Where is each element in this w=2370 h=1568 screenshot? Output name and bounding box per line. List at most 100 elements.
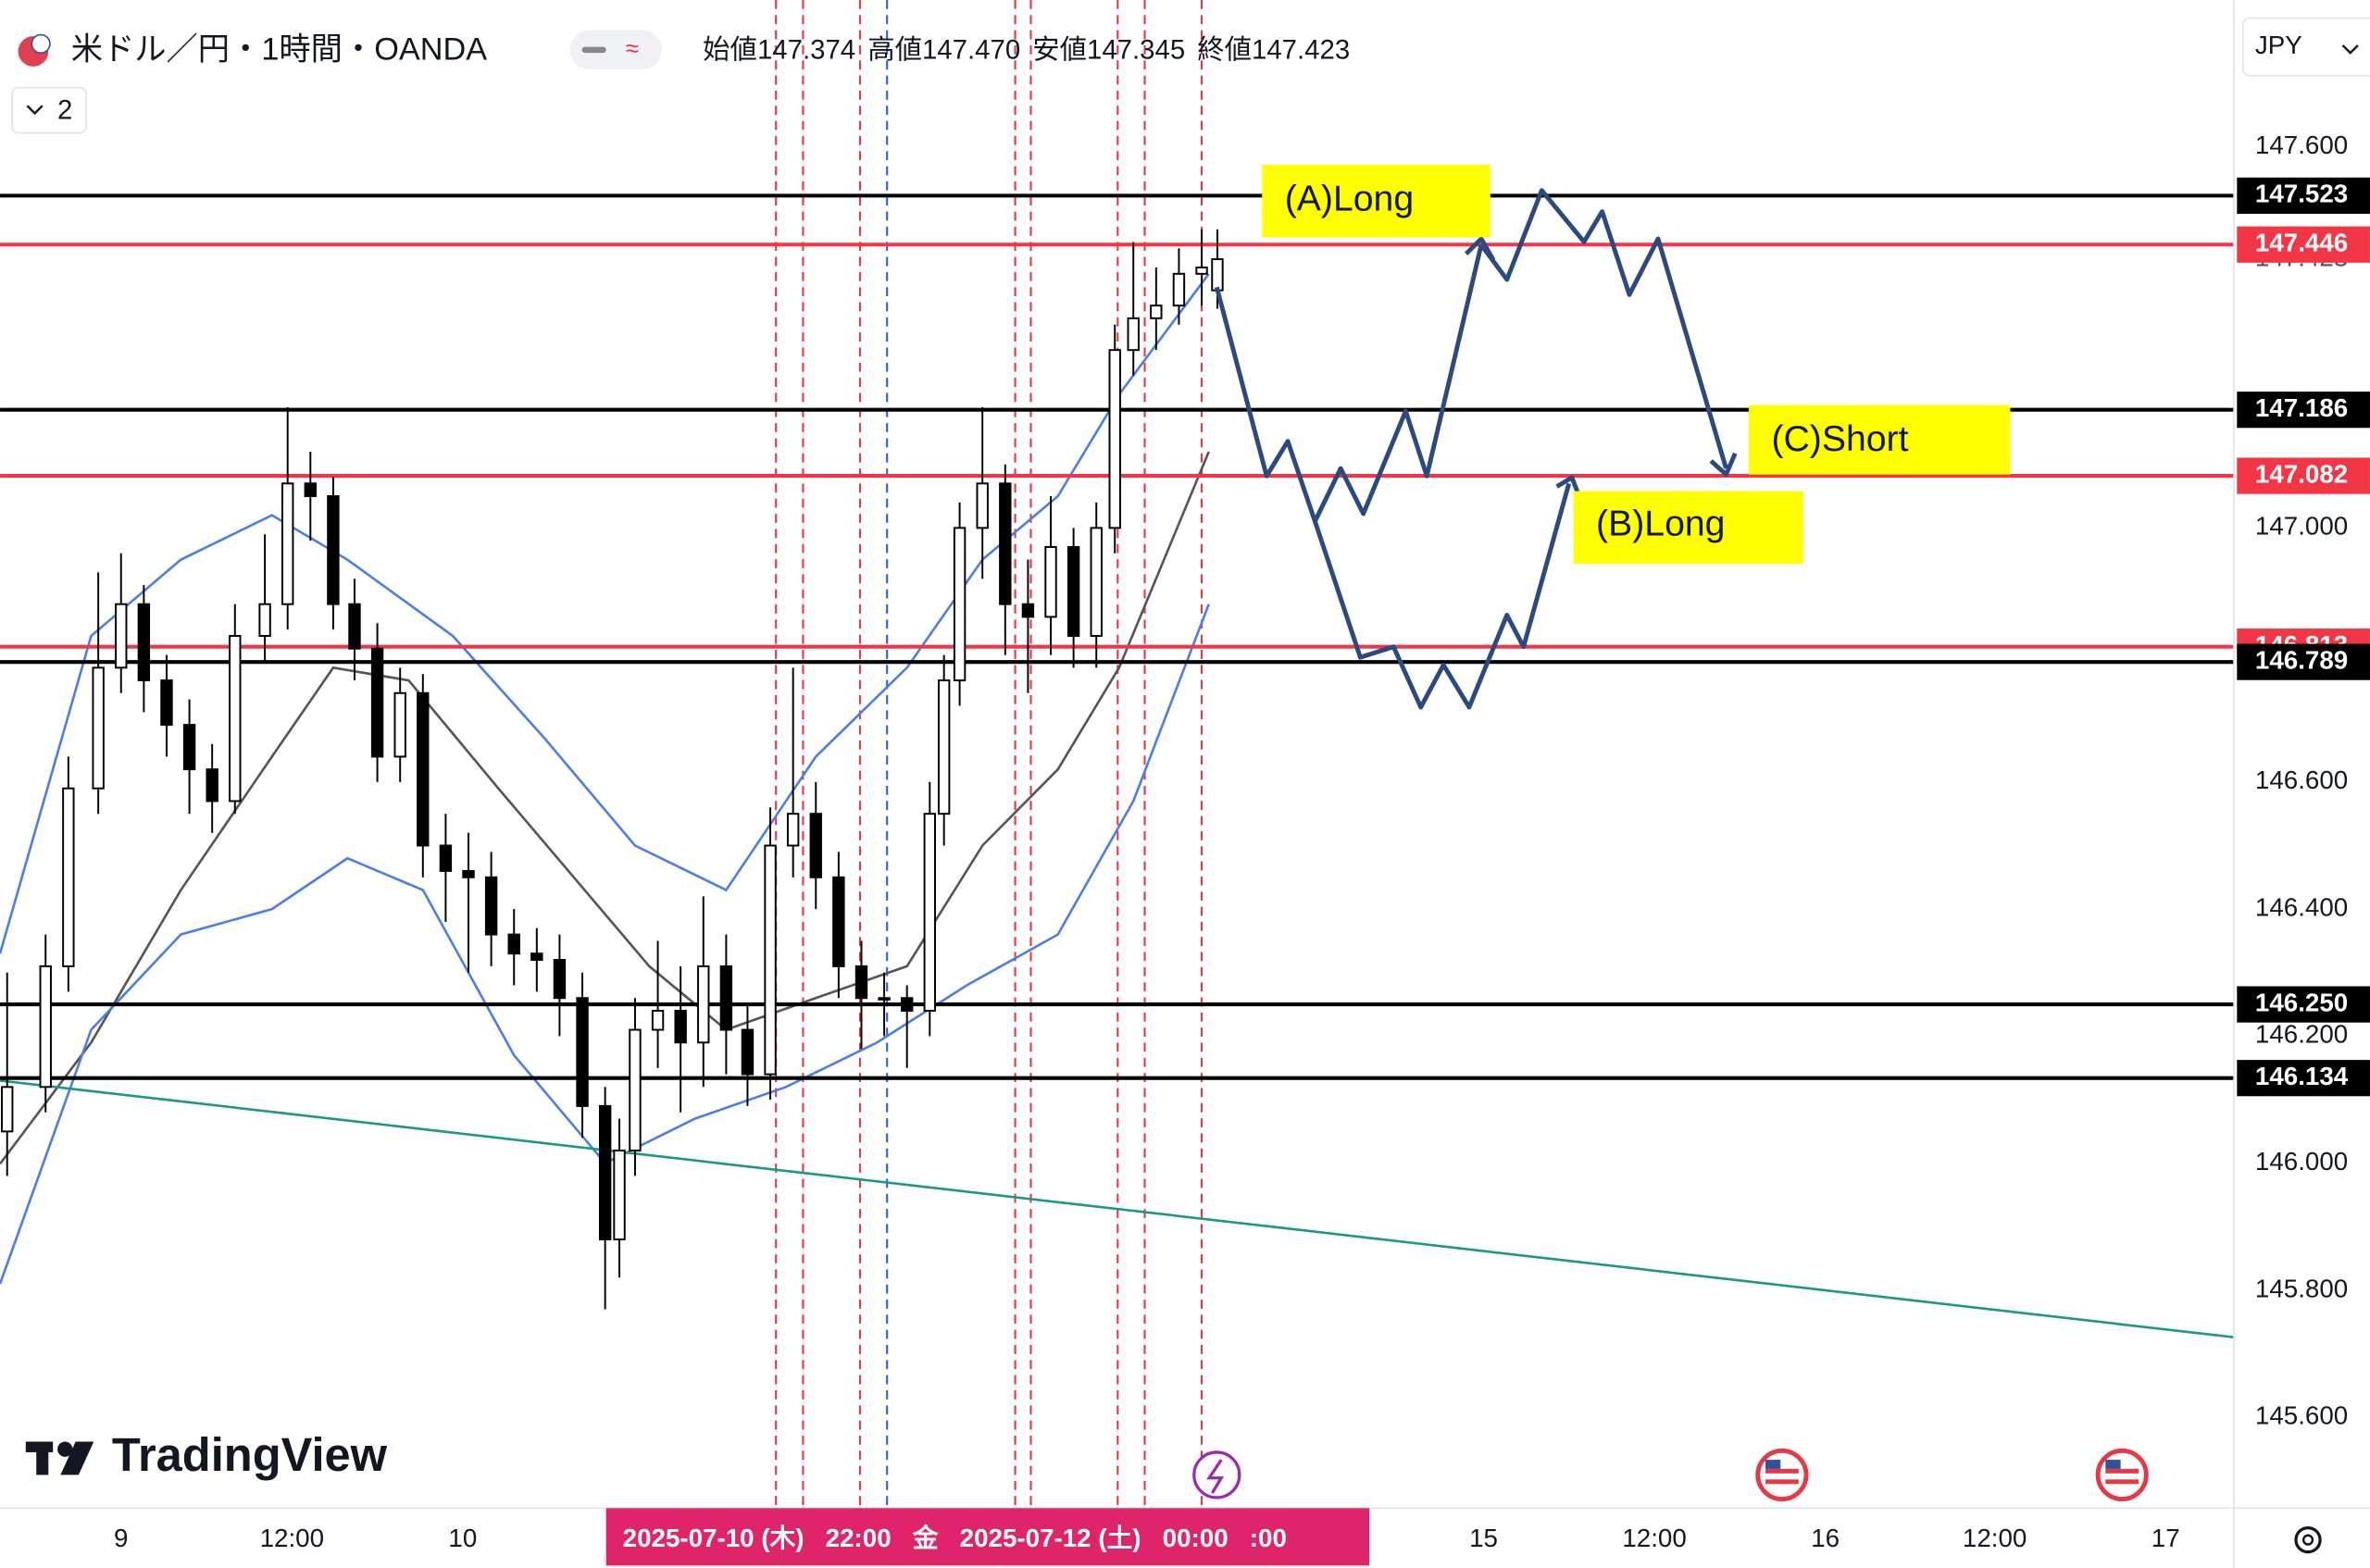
price-badge-label: 147.186 — [2255, 393, 2348, 422]
annotation-box — [1573, 491, 1803, 564]
indicator-toggle[interactable] — [11, 86, 87, 134]
candle-body — [393, 691, 406, 758]
event-flag — [2105, 1479, 2139, 1485]
indicator-count[interactable]: 2 — [57, 95, 72, 126]
price-badge — [2237, 457, 2370, 494]
candle-body — [674, 1009, 687, 1044]
brand: TradingView — [112, 1428, 388, 1481]
x-tick-label: 16 — [1811, 1524, 1840, 1552]
candle-body — [304, 482, 317, 498]
candle-body — [1127, 317, 1140, 352]
candle-body — [697, 964, 710, 1044]
event-flag — [1765, 1468, 1799, 1474]
price-badge — [2237, 1060, 2370, 1097]
price-badge — [2237, 392, 2370, 429]
candle-body — [439, 844, 453, 872]
price-badge-label: 146.250 — [2255, 988, 2348, 1016]
x-tick-label: 10 — [448, 1524, 477, 1552]
event-icon[interactable] — [1192, 1450, 1241, 1500]
annotation: (A)Long — [1285, 179, 1414, 218]
y-tick-label: 145.800 — [2255, 1274, 2348, 1302]
ohlc-value: 147.423 — [1252, 34, 1350, 65]
x-tick-label: 15 — [1469, 1524, 1498, 1552]
event-flag[interactable] — [2095, 1448, 2149, 1502]
ohlc-value: 147.470 — [922, 34, 1020, 65]
y-tick-label: 147.000 — [2255, 512, 2348, 541]
candle-body — [327, 495, 340, 605]
indicator-line — [0, 273, 1210, 954]
candle-body — [229, 635, 242, 803]
candle-body — [462, 869, 475, 878]
symbol-title: 米ドル／円・1時間・OANDA — [71, 32, 487, 68]
price-badge-label: 146.789 — [2255, 645, 2348, 674]
event-flag — [2105, 1460, 2121, 1469]
annotation: (C)Short — [1771, 419, 1908, 459]
currency[interactable]: JPY — [2255, 31, 2302, 59]
price-badge-label: 147.446 — [2255, 229, 2348, 257]
chevron — [26, 105, 44, 116]
ohlc-label: 終値 — [1197, 34, 1252, 65]
candle-body — [1108, 349, 1121, 529]
x-tick-label: 12:00 — [260, 1524, 324, 1552]
logo — [36, 1441, 49, 1475]
y-tick-label: 146.000 — [2255, 1147, 2348, 1176]
candle-body — [923, 813, 936, 1012]
candle-body — [258, 603, 271, 637]
status-icon: ≈ — [626, 34, 639, 62]
candle-body — [576, 997, 589, 1107]
candle-body — [115, 603, 128, 669]
candle-body — [629, 1028, 642, 1151]
y-tick-label: 146.200 — [2255, 1020, 2348, 1049]
candle-body — [417, 691, 430, 847]
candle-body — [854, 964, 868, 1000]
candle-body — [1172, 272, 1186, 307]
x-tick-label: 12:00 — [1622, 1524, 1686, 1552]
event-icon — [1206, 1459, 1225, 1494]
chevron — [2341, 44, 2359, 55]
candle-body — [484, 876, 498, 936]
plot-area — [0, 0, 2235, 1509]
candle-body — [1150, 305, 1163, 319]
projection-path — [1479, 188, 1728, 469]
y-tick-label: 146.600 — [2255, 765, 2348, 794]
candle-body — [1211, 258, 1224, 292]
crosshair-label: 2025-07-10 (木) 22:00 金 2025-07-12 (土) 00… — [623, 1524, 1287, 1552]
annotation: (B)Long — [1596, 504, 1725, 543]
indicator-line — [0, 1079, 2235, 1339]
candle-body — [1021, 603, 1035, 618]
settings-icon[interactable] — [2294, 1525, 2322, 1554]
axes: 145.600 145.800 146.000 146.200 146.400 146.6… — [114, 131, 2370, 1566]
event-flag[interactable] — [1755, 1448, 1809, 1502]
candle-body — [206, 768, 218, 803]
price-badge — [2237, 986, 2370, 1023]
price-badge-label: 147.523 — [2255, 180, 2348, 208]
ohlc: 始値147.374 高値147.470 安値147.345 終値147.423 — [703, 34, 1350, 65]
status-icon — [581, 46, 606, 54]
candle-body — [348, 603, 361, 650]
symbol-icon — [31, 33, 51, 54]
ohlc-value: 147.345 — [1087, 34, 1185, 65]
event-flag — [2105, 1468, 2139, 1474]
candle-body — [1, 1086, 14, 1133]
candle-body — [786, 813, 800, 847]
candle-body — [1066, 545, 1080, 637]
ohlc-label: 始値 — [703, 34, 757, 65]
logo — [60, 1441, 94, 1475]
candle-body — [1044, 545, 1057, 618]
event-flag — [1765, 1460, 1781, 1469]
candle-body — [809, 813, 822, 878]
currency-selector[interactable] — [2242, 17, 2370, 77]
price-badge — [2237, 643, 2370, 680]
candle-body — [1195, 266, 1208, 275]
candle-body — [39, 964, 52, 1089]
arrow-head — [1464, 236, 1496, 262]
candle-body — [832, 876, 845, 967]
projection-path — [1313, 482, 1572, 710]
y-tick-label: 147.600 — [2255, 131, 2348, 159]
candle-body — [530, 952, 543, 962]
annotation-box — [1262, 164, 1491, 238]
y-tick-label: 146.400 — [2255, 892, 2348, 921]
projection-path — [1214, 243, 1484, 524]
event-flag — [1765, 1479, 1799, 1485]
